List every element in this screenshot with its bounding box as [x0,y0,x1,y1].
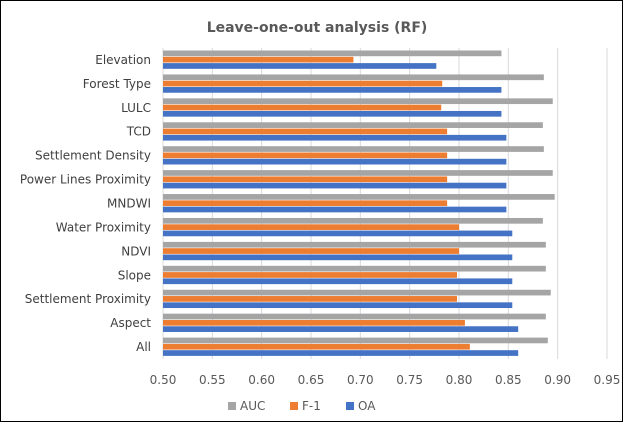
x-tick-label: 0.70 [347,373,374,387]
x-tick-label: 0.60 [248,373,275,387]
legend-label: AUC [240,399,265,413]
x-tick-label: 0.50 [150,373,177,387]
bar-auc-4 [163,146,544,152]
x-tick-label: 0.80 [446,373,473,387]
chart-title: Leave-one-out analysis (RF) [207,20,428,36]
category-label: NDVI [121,244,151,258]
bar-auc-3 [163,122,543,128]
legend-swatch-f1 [290,402,298,410]
x-tick-labels: 0.50 0.55 0.60 0.65 0.70 0.75 0.80 0.85 0.90 0.95 [150,373,621,387]
bar-f1-10 [163,296,458,302]
category-label: Aspect [110,316,151,330]
category-label: Elevation [95,53,151,67]
bar-auc-11 [163,313,546,320]
category-label: Forest Type [83,77,151,91]
x-tick-label: 0.75 [396,373,423,387]
bar-auc-5 [163,170,553,176]
bar-auc-8 [163,241,546,248]
x-tick-label: 0.85 [495,373,522,387]
bar-f1-0 [163,56,354,63]
bar-auc-10 [163,289,551,296]
x-tick-label: 0.90 [544,373,571,387]
legend-label: F-1 [302,399,321,413]
legend-swatch-auc [228,402,236,410]
x-tick-label: 0.95 [594,373,621,387]
bar-oa-4 [163,158,507,165]
bar-oa-3 [163,134,507,141]
category-label: Water Proximity [56,220,151,234]
category-label: TCD [126,125,151,139]
bar-f1-2 [163,104,442,111]
bar-oa-0 [163,63,437,69]
bar-f1-5 [163,176,448,183]
x-tick-label: 0.55 [199,373,226,387]
bar-oa-11 [163,326,519,332]
bar-oa-2 [163,110,502,117]
legend-swatch-oa [346,402,354,410]
category-label: LULC [121,101,151,115]
bar-auc-2 [163,98,553,105]
bar-f1-9 [163,272,458,278]
category-label: Settlement Density [35,149,151,163]
bar-auc-0 [163,50,502,57]
bar-f1-4 [163,152,448,159]
bar-oa-5 [163,182,507,189]
category-label: Slope [118,268,151,282]
category-label: MNDWI [107,197,151,211]
bar-oa-12 [163,350,519,356]
bar-oa-1 [163,87,502,93]
bar-oa-10 [163,302,513,309]
bar-f1-6 [163,200,448,207]
bar-oa-6 [163,206,507,213]
category-label: Power Lines Proximity [20,173,151,187]
category-label: All [136,340,151,354]
bar-f1-11 [163,319,465,326]
legend-label: OA [358,399,376,413]
bar-auc-6 [163,194,555,200]
bar-auc-9 [163,265,546,272]
bar-f1-12 [163,343,470,350]
bar-oa-7 [163,230,513,237]
bar-auc-1 [163,74,544,81]
legend: AUC F-1 OA [228,399,376,413]
bars [163,50,555,356]
bar-auc-12 [163,337,548,344]
bar-auc-7 [163,217,543,224]
bar-oa-9 [163,278,513,285]
bar-f1-1 [163,80,443,87]
category-labels: Elevation Forest Type LULC TCD Settlement De… [20,53,151,354]
category-label: Settlement Proximity [25,292,151,306]
bar-f1-8 [163,248,459,254]
bar-f1-7 [163,224,459,230]
x-tick-label: 0.65 [298,373,325,387]
bar-oa-8 [163,254,513,261]
bar-f1-3 [163,128,448,135]
